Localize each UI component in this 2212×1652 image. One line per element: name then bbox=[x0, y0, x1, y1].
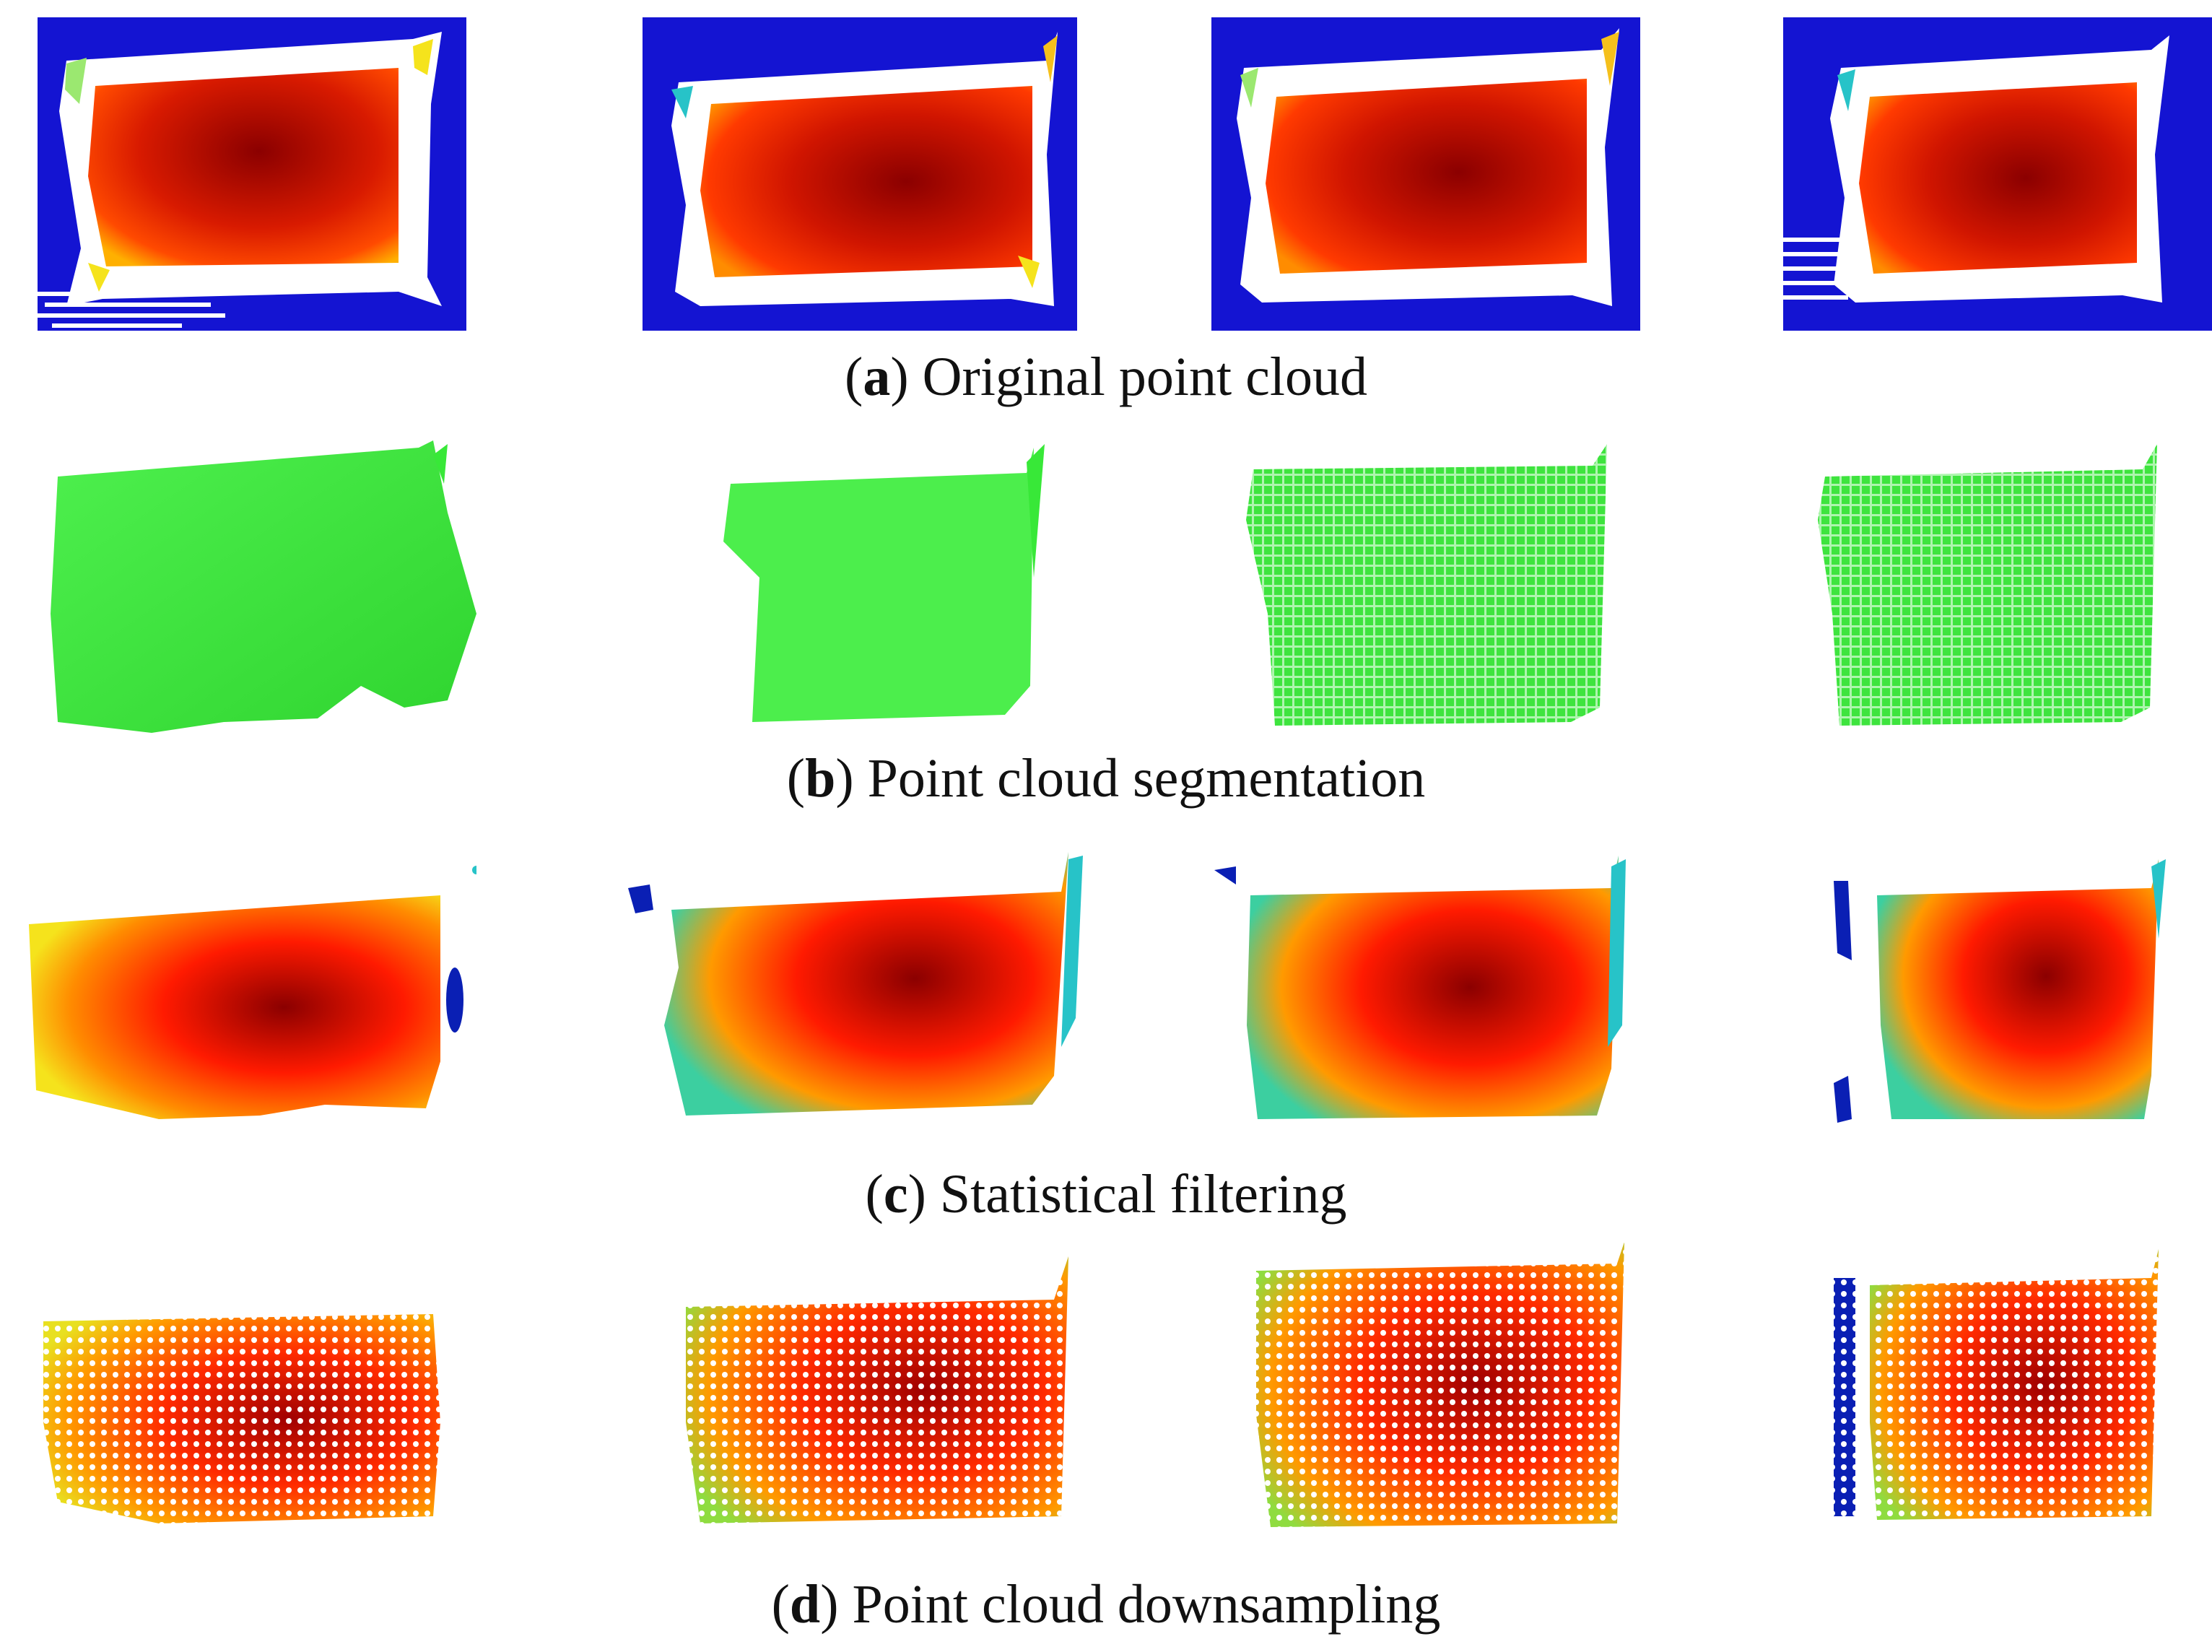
downsampled-panel-2 bbox=[650, 1242, 1083, 1531]
downsampled-points-4 bbox=[1834, 1249, 2159, 1520]
caption-a-letter: a bbox=[863, 347, 891, 407]
caption-d-letter: d bbox=[789, 1574, 821, 1635]
row-segmentation: (b) Point cloud segmentation bbox=[0, 419, 2212, 823]
caption-a-text: Original point cloud bbox=[922, 347, 1367, 407]
downsampled-panel-3 bbox=[1227, 1235, 1632, 1531]
segmentation-panel-4 bbox=[1789, 433, 2179, 736]
filtered-panel-4 bbox=[1826, 845, 2173, 1134]
caption-c-letter: c bbox=[883, 1164, 908, 1225]
row-statistical-filtering: (c) Statistical filtering bbox=[0, 830, 2212, 1242]
caption-c-text: Statistical filtering bbox=[939, 1164, 1347, 1225]
segmentation-panel-1 bbox=[43, 433, 476, 736]
segmentation-panel-3 bbox=[1232, 433, 1629, 736]
original-panel-1 bbox=[38, 17, 466, 331]
caption-a: (a) Original point cloud bbox=[845, 347, 1367, 407]
filtered-panel-3 bbox=[1207, 845, 1640, 1134]
caption-b-text: Point cloud segmentation bbox=[867, 748, 1426, 809]
downsampled-panel-1 bbox=[29, 1242, 476, 1531]
caption-d-text: Point cloud downsampling bbox=[852, 1574, 1441, 1635]
caption-c: (c) Statistical filtering bbox=[865, 1164, 1347, 1225]
segmentation-panel-2 bbox=[694, 433, 1070, 736]
downsampled-points-2 bbox=[686, 1256, 1068, 1523]
downsampled-panel-4 bbox=[1826, 1242, 2173, 1531]
row-original-point-cloud: (a) Original point cloud bbox=[0, 0, 2212, 404]
caption-d: (d) Point cloud downsampling bbox=[771, 1574, 1441, 1635]
filtered-panel-2 bbox=[621, 845, 1097, 1134]
original-panel-4 bbox=[1783, 17, 2212, 331]
downsampled-points-1 bbox=[43, 1314, 440, 1523]
row-downsampling: (d) Point cloud downsampling bbox=[0, 1227, 2212, 1652]
downsampled-points-3 bbox=[1256, 1242, 1624, 1527]
filtered-panel-1 bbox=[14, 845, 476, 1134]
caption-b-letter: b bbox=[805, 748, 836, 809]
original-panel-2 bbox=[643, 17, 1077, 331]
caption-b: (b) Point cloud segmentation bbox=[786, 748, 1426, 809]
original-panel-3 bbox=[1211, 17, 1640, 331]
